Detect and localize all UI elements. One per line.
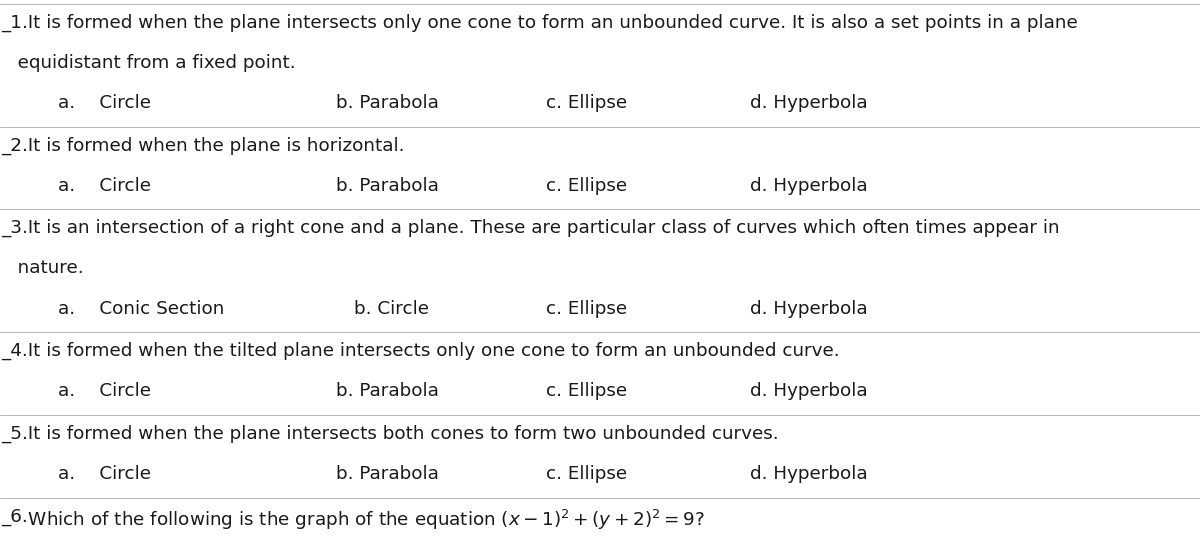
Text: d. Hyperbola: d. Hyperbola [750, 465, 868, 483]
Text: a.  Circle: a. Circle [58, 94, 151, 112]
Text: d. Hyperbola: d. Hyperbola [750, 300, 868, 318]
Text: d. Hyperbola: d. Hyperbola [750, 177, 868, 195]
Text: b. Parabola: b. Parabola [336, 382, 439, 400]
Text: equidistant from a fixed point.: equidistant from a fixed point. [0, 54, 295, 72]
Text: c. Ellipse: c. Ellipse [546, 300, 628, 318]
Text: a.  Circle: a. Circle [58, 465, 151, 483]
Text: _6.: _6. [1, 508, 28, 526]
Text: a.  Circle: a. Circle [58, 177, 151, 195]
Text: c. Ellipse: c. Ellipse [546, 94, 628, 112]
Text: b. Parabola: b. Parabola [336, 94, 439, 112]
Text: d. Hyperbola: d. Hyperbola [750, 382, 868, 400]
Text: a.  Conic Section: a. Conic Section [58, 300, 224, 318]
Text: b. Parabola: b. Parabola [336, 465, 439, 483]
Text: _1.: _1. [1, 14, 28, 32]
Text: It is an intersection of a right cone and a plane. These are particular class of: It is an intersection of a right cone an… [22, 219, 1060, 237]
Text: c. Ellipse: c. Ellipse [546, 465, 628, 483]
Text: a.  Circle: a. Circle [58, 382, 151, 400]
Text: d. Hyperbola: d. Hyperbola [750, 94, 868, 112]
Text: _3.: _3. [1, 219, 28, 237]
Text: c. Ellipse: c. Ellipse [546, 177, 628, 195]
Text: Which of the following is the graph of the equation $(x - 1)^2 + (y + 2)^2 = 9$?: Which of the following is the graph of t… [22, 508, 704, 531]
Text: _4.: _4. [1, 342, 28, 360]
Text: It is formed when the plane is horizontal.: It is formed when the plane is horizonta… [22, 137, 404, 154]
Text: b. Parabola: b. Parabola [336, 177, 439, 195]
Text: _2.: _2. [1, 137, 28, 154]
Text: nature.: nature. [0, 259, 84, 277]
Text: c. Ellipse: c. Ellipse [546, 382, 628, 400]
Text: It is formed when the tilted plane intersects only one cone to form an unbounded: It is formed when the tilted plane inter… [22, 342, 839, 360]
Text: It is formed when the plane intersects only one cone to form an unbounded curve.: It is formed when the plane intersects o… [22, 14, 1078, 32]
Text: b. Circle: b. Circle [354, 300, 430, 318]
Text: _5.: _5. [1, 425, 28, 443]
Text: It is formed when the plane intersects both cones to form two unbounded curves.: It is formed when the plane intersects b… [22, 425, 779, 443]
